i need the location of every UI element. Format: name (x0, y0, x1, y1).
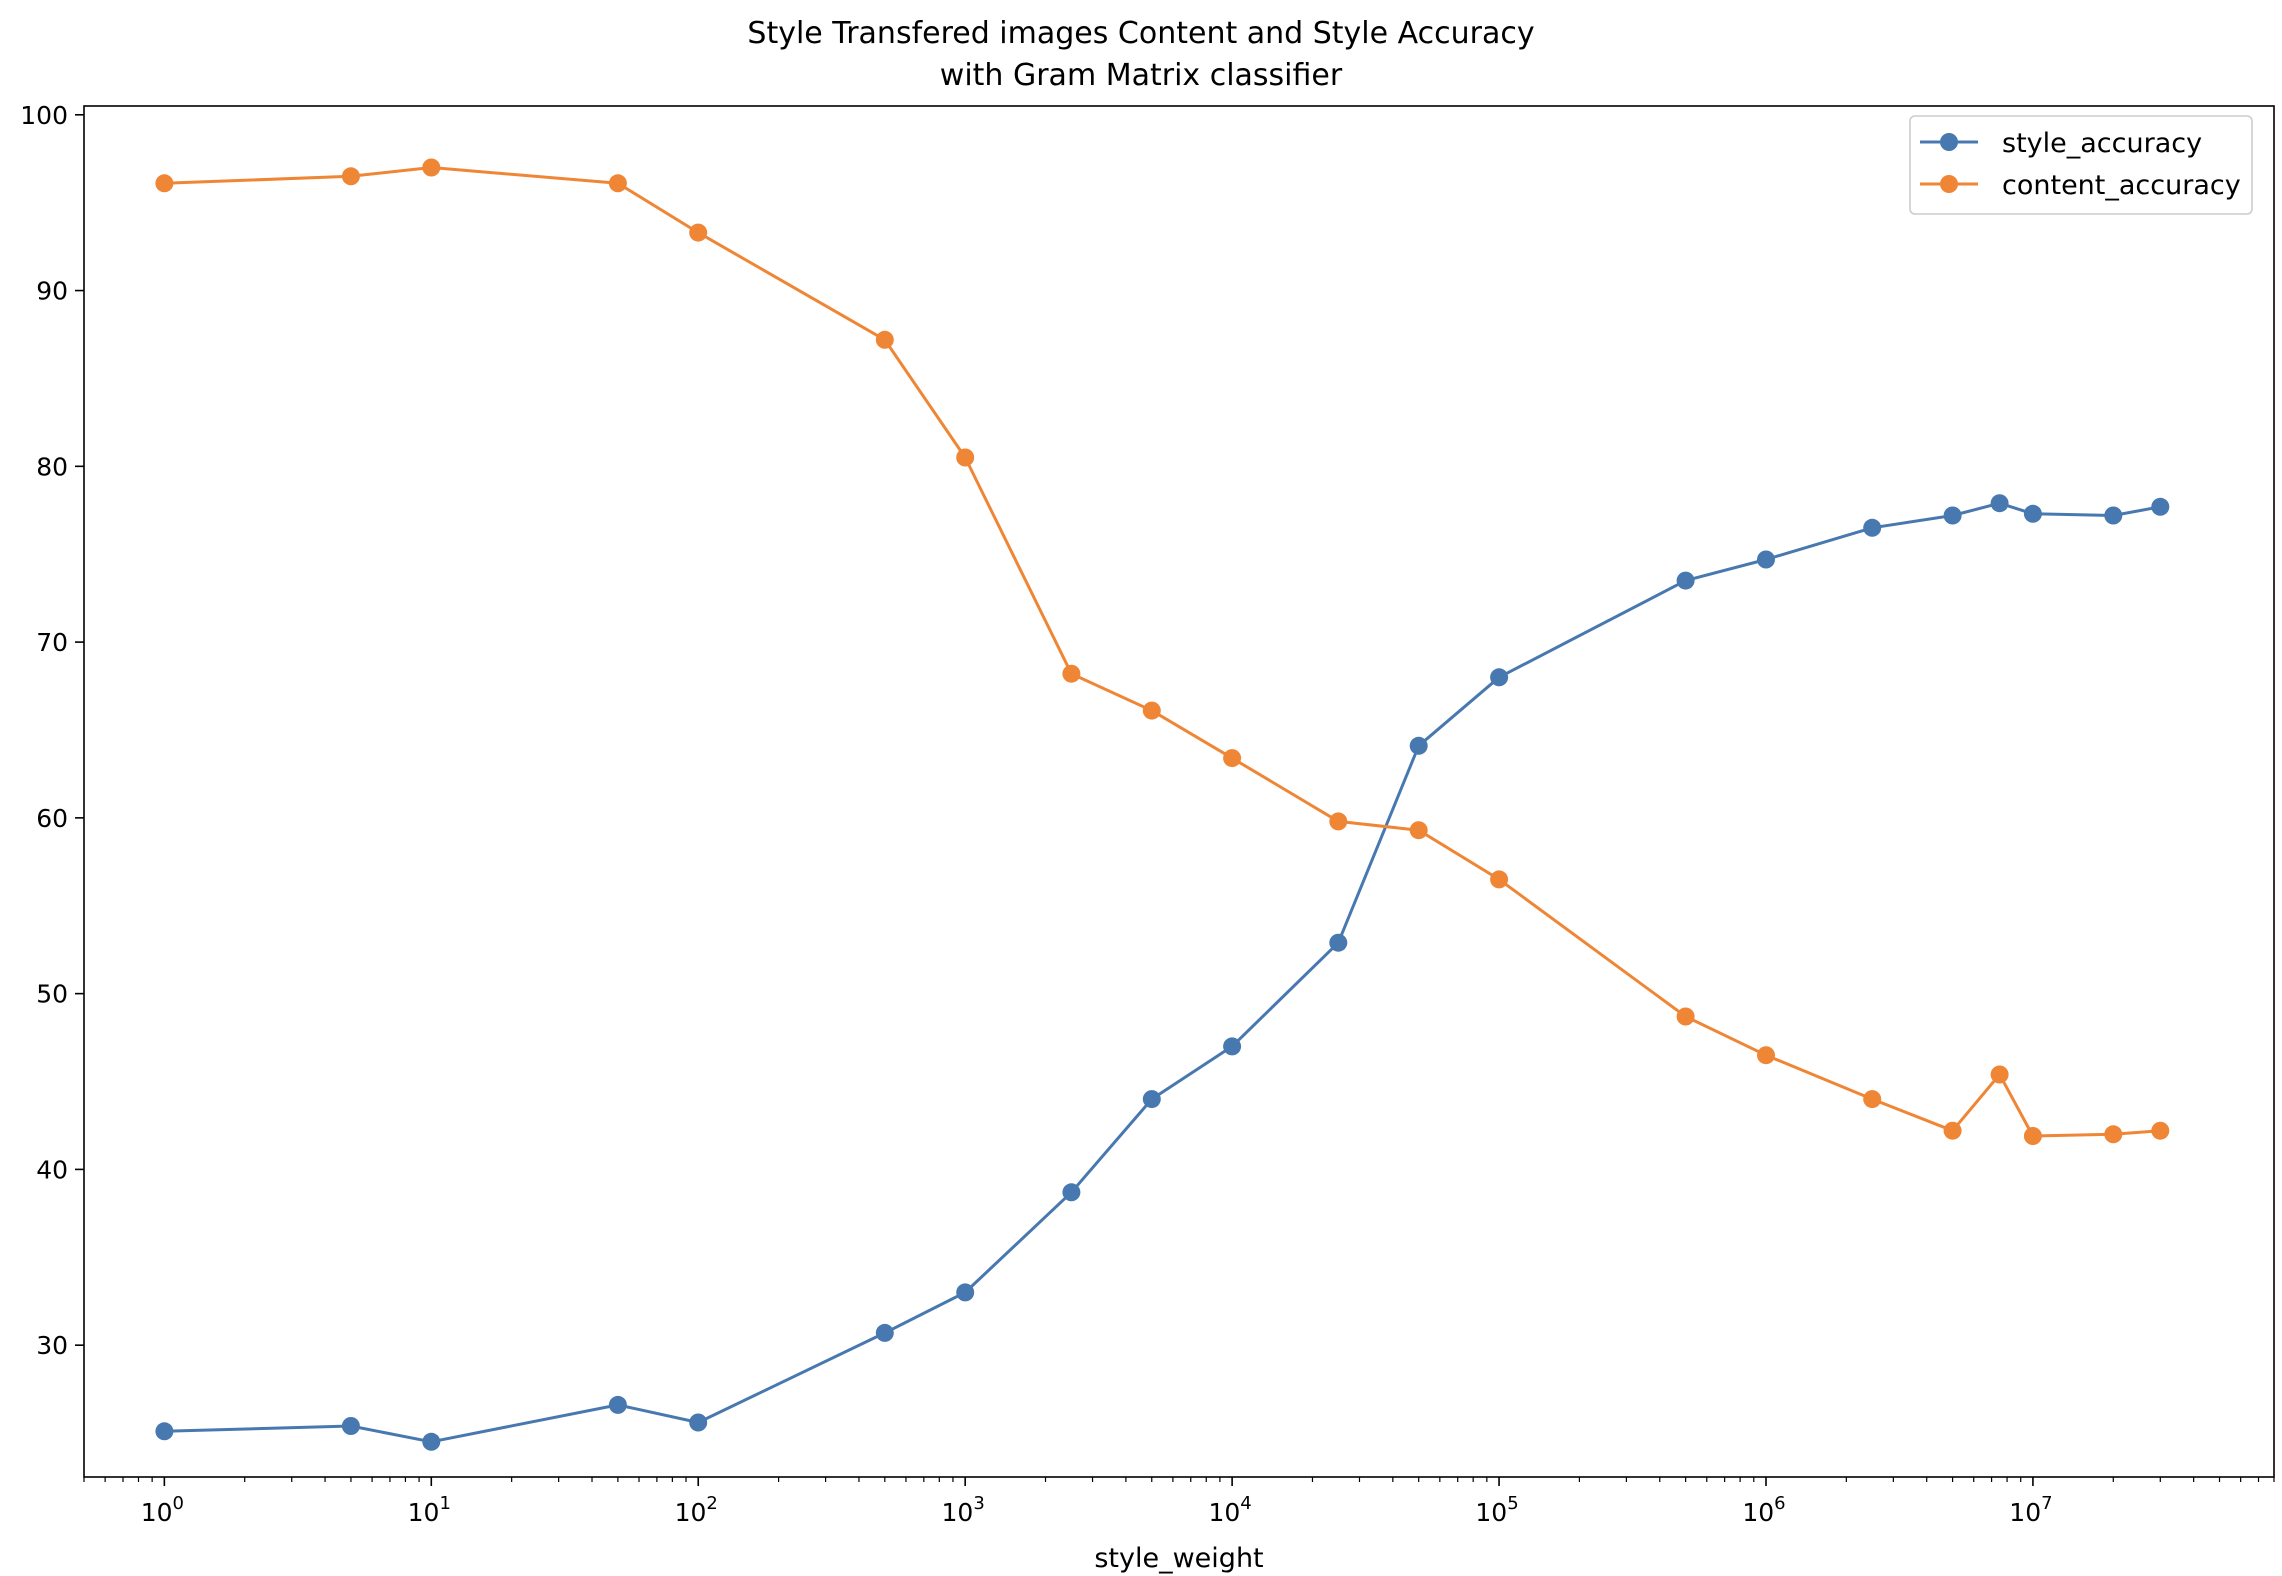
x-tick-label: 104 (1208, 1493, 1251, 1527)
style-accuracy-point (608, 1395, 627, 1414)
content-accuracy-point (1990, 1065, 2009, 1084)
style-accuracy-point (1676, 571, 1695, 590)
legend-box (1909, 115, 2253, 215)
plot-area-frame (83, 105, 2275, 1478)
y-tick-label: 90 (36, 277, 68, 306)
series-layer (155, 158, 2170, 1451)
x-axis-ticks: 100 101 102 103 104 105 106 107 (83, 1477, 2275, 1527)
x-tick-label: 101 (408, 1493, 451, 1527)
style-accuracy-point (341, 1417, 360, 1435)
content-accuracy-point (1409, 821, 1428, 840)
style-accuracy-point (1409, 736, 1428, 755)
content-accuracy-point (1223, 749, 1242, 768)
content-accuracy-point (422, 158, 441, 177)
content-accuracy-point (875, 330, 894, 349)
y-tick-label: 40 (36, 1155, 68, 1184)
style-accuracy-point (422, 1432, 441, 1451)
content-accuracy-point (1863, 1090, 1882, 1109)
style-accuracy-point (155, 1422, 174, 1441)
legend-style-accuracy-label: style_accuracy (2002, 128, 2202, 159)
style-accuracy-point (1990, 494, 2009, 513)
style-accuracy-point (1863, 518, 1882, 537)
content-accuracy-point (341, 167, 360, 186)
y-axis-ticks: 30 40 50 60 70 80 90 100 (20, 101, 84, 1360)
y-tick-label: 30 (36, 1331, 68, 1360)
y-tick-label: 100 (20, 101, 68, 130)
y-tick-label: 50 (36, 980, 68, 1009)
style-accuracy-point (1329, 933, 1348, 952)
legend: style_accuracy content_accuracy (1909, 115, 2253, 215)
content-accuracy-point (1142, 701, 1161, 720)
style-accuracy-point (1062, 1183, 1081, 1202)
content-accuracy-point (1676, 1007, 1695, 1026)
style-accuracy-point (2151, 497, 2170, 516)
content-accuracy-point (1329, 812, 1348, 831)
style-accuracy-point (1943, 506, 1962, 525)
content-accuracy-point (2023, 1127, 2042, 1145)
style-accuracy-point (1142, 1090, 1161, 1109)
style-accuracy-point (1757, 550, 1775, 569)
y-tick-label: 70 (36, 628, 68, 657)
x-tick-label: 106 (1742, 1493, 1785, 1527)
style-accuracy-point (956, 1283, 975, 1302)
content-accuracy-point (608, 174, 627, 193)
x-tick-label: 100 (141, 1493, 184, 1527)
content-accuracy-point (956, 448, 975, 467)
content-accuracy-line (164, 166, 2161, 1138)
style-accuracy-point (1223, 1037, 1242, 1056)
content-accuracy-point (1490, 870, 1509, 889)
legend-content-accuracy-label: content_accuracy (2002, 170, 2241, 201)
content-accuracy-point (689, 223, 708, 242)
content-accuracy-point (1943, 1121, 1962, 1140)
chart-title-line-1: Style Transfered images Content and Styl… (747, 16, 1534, 51)
x-tick-label: 105 (1475, 1493, 1518, 1527)
content-accuracy-point (2151, 1121, 2170, 1140)
legend-style-accuracy-marker (1940, 133, 1958, 151)
x-axis-label: style_weight (1094, 1543, 1263, 1574)
y-tick-label: 80 (36, 452, 68, 481)
style-accuracy-point (689, 1413, 708, 1432)
x-tick-label: 107 (2009, 1493, 2052, 1527)
style-accuracy-point (875, 1323, 894, 1342)
content-accuracy-point (1062, 664, 1081, 683)
x-tick-label: 103 (942, 1493, 985, 1527)
content-accuracy-point (2104, 1125, 2123, 1144)
style-accuracy-point (2023, 504, 2042, 523)
style-accuracy-point (1490, 668, 1509, 687)
content-accuracy-point (155, 174, 174, 193)
legend-content-accuracy-marker (1940, 175, 1958, 193)
chart-title-line-2: with Gram Matrix classifier (940, 58, 1343, 93)
x-tick-label: 102 (675, 1493, 718, 1527)
style-accuracy-line (164, 501, 2161, 1444)
style-accuracy-point (2104, 506, 2123, 525)
y-tick-label: 60 (36, 804, 68, 833)
content-accuracy-point (1757, 1046, 1775, 1065)
